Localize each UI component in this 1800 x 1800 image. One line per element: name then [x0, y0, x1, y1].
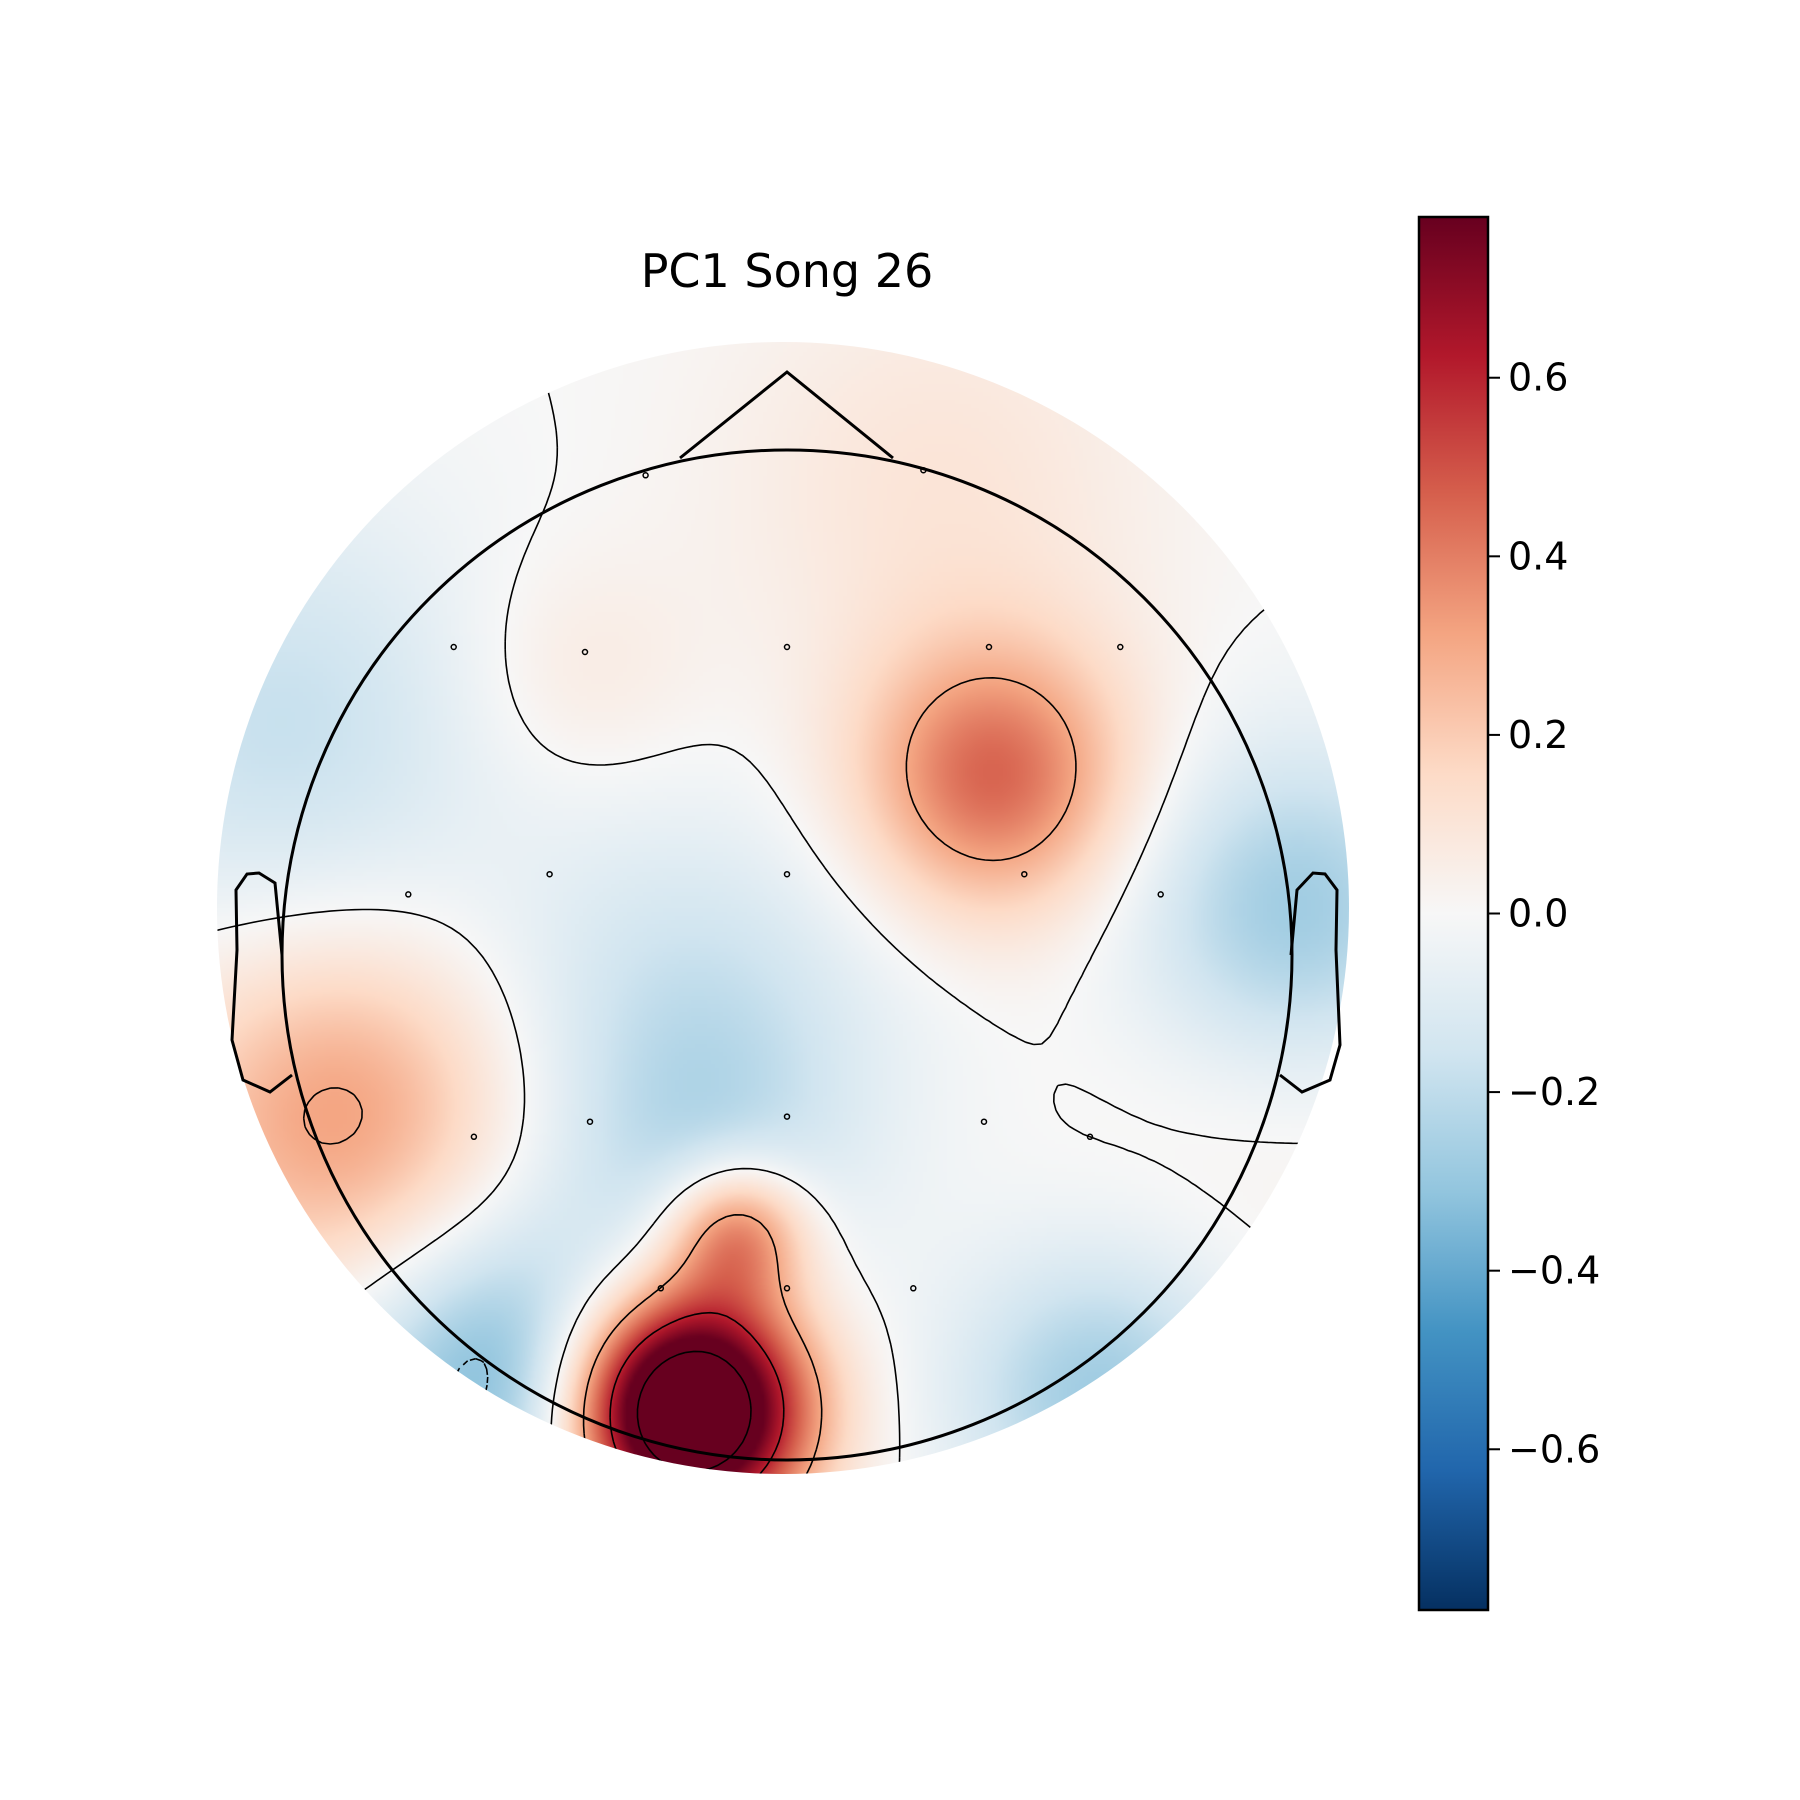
sensor-11: [1157, 891, 1164, 898]
colorbar-bar: [1417, 215, 1490, 1612]
sensor-18: [783, 1285, 791, 1292]
sensor-8: [546, 870, 553, 878]
topomap-heatmap: [217, 342, 1349, 1474]
colorbar-tick-label-0: −0.6: [1508, 1427, 1600, 1471]
colorbar-tick-label-5: 0.4: [1508, 534, 1568, 578]
chart-title: PC1 Song 26: [641, 244, 934, 298]
sensor-0: [642, 472, 649, 479]
sensor-12: [470, 1133, 478, 1141]
sensor-6: [1117, 643, 1124, 651]
sensor-2: [450, 643, 457, 651]
colorbar-tick-label-3: 0.0: [1508, 892, 1568, 936]
head-outline: [230, 370, 1342, 1462]
sensor-19: [910, 1285, 917, 1292]
contour-level-2: [302, 677, 1077, 1474]
sensor-5: [985, 643, 993, 651]
sensor-15: [980, 1118, 988, 1125]
sensor-10: [1021, 870, 1028, 878]
colorbar-tick-label-2: −0.2: [1508, 1070, 1600, 1114]
sensor-14: [783, 1113, 791, 1120]
topomap-plot: [217, 342, 1349, 1474]
sensor-3: [581, 648, 589, 656]
colorbar-tick-label-4: 0.2: [1508, 713, 1568, 757]
sensor-9: [783, 870, 791, 878]
colorbar-tick-label-6: 0.6: [1508, 356, 1568, 400]
colorbar-tick-label-1: −0.4: [1508, 1249, 1600, 1293]
sensor-4: [783, 643, 791, 651]
nose-outline: [679, 370, 894, 460]
sensor-13: [586, 1118, 594, 1125]
sensor-7: [405, 891, 412, 898]
contour-level-3: [609, 1311, 785, 1474]
sensor-markers: [405, 466, 1164, 1292]
left-ear-outline: [230, 871, 293, 1094]
right-ear-outline: [1279, 871, 1342, 1094]
sensor-17: [657, 1285, 665, 1292]
colorbar: −0.6 −0.4 −0.2 0.0 0.2 0.4 0.6: [1417, 215, 1600, 1612]
sensor-16: [1086, 1133, 1094, 1141]
sensor-1: [920, 466, 927, 474]
colorbar-ticks: −0.6 −0.4 −0.2 0.0 0.2 0.4 0.6: [1488, 356, 1600, 1471]
